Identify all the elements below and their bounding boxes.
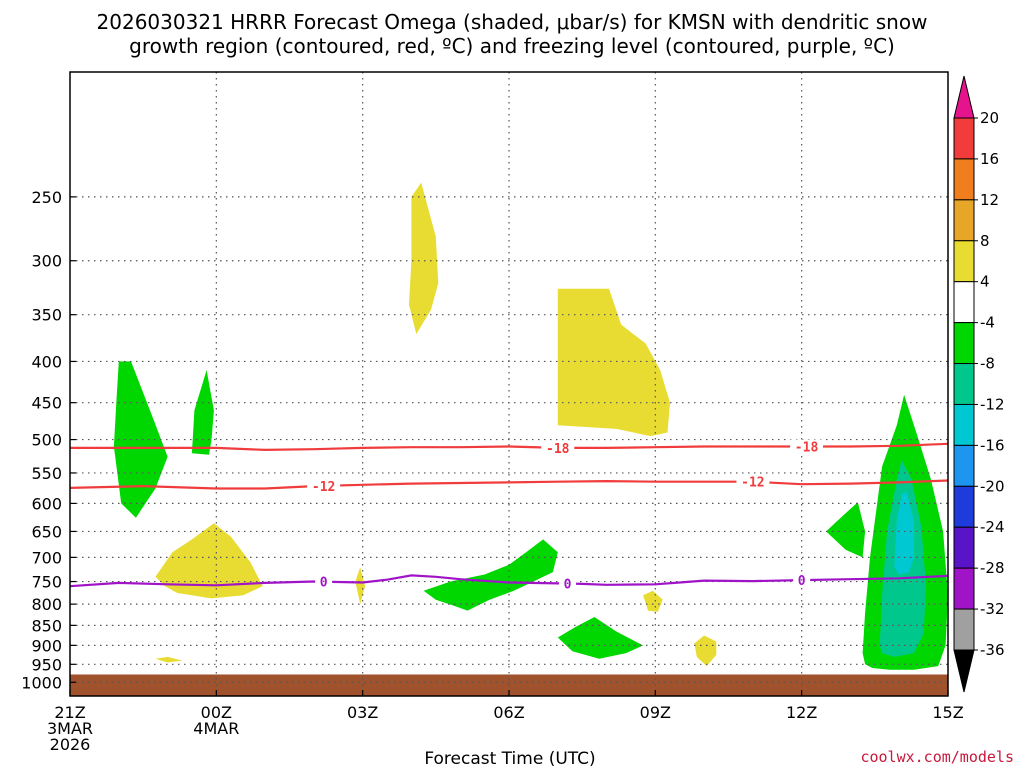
chart-title-line2: growth region (contoured, red, ºC) and f… [129, 34, 895, 58]
colorbar-bin-1 [953, 117, 975, 160]
y-tick-label-750: 750 [31, 573, 62, 592]
colorbar-label-3: 12 [980, 191, 999, 209]
omega-region-10 [423, 539, 558, 611]
contour-label-bg--12-1 [307, 478, 341, 493]
x-tick-label-1-2: 4MAR [193, 719, 239, 738]
omega-region-1 [113, 361, 168, 518]
omega-region-9 [155, 656, 183, 663]
y-tick-label-950: 950 [31, 655, 62, 674]
contour-label-bg-0-1 [315, 574, 333, 589]
omega-region-2 [191, 370, 214, 455]
colorbar-label-7: -8 [980, 355, 995, 373]
colorbar-bin-10 [953, 485, 975, 528]
omega-region-8 [694, 635, 717, 667]
contour-label-bg--18-2 [790, 439, 824, 454]
colorbar-label-1: 20 [980, 109, 999, 127]
x-tick-label-0-1: 21Z [54, 703, 85, 722]
colorbar-over-arrow [953, 75, 975, 119]
colorbar-bin-2 [953, 158, 975, 201]
omega-shading [113, 182, 948, 670]
y-tick-label-700: 700 [31, 548, 62, 567]
x-tick-label-3-1: 06Z [493, 703, 524, 722]
colorbar-label-6: -4 [980, 314, 995, 332]
y-tick-label-1000: 1000 [21, 673, 62, 692]
colorbar-bin-11 [953, 526, 975, 569]
y-tick-label-350: 350 [31, 306, 62, 325]
omega-region-15 [894, 491, 914, 575]
y-tick-label-800: 800 [31, 595, 62, 614]
colorbar-label-12: -28 [980, 559, 1005, 577]
colorbar-bin-7 [953, 363, 975, 405]
colorbar-label-4: 8 [980, 232, 990, 250]
contour-line-0 [69, 574, 949, 588]
colorbar-bin-12 [953, 567, 975, 610]
contour-label-0-3: 0 [798, 574, 806, 589]
colorbar-bin-5 [953, 281, 975, 324]
chart-title-line1: 2026030321 HRRR Forecast Omega (shaded, … [97, 10, 928, 34]
colorbar-label-11: -24 [980, 518, 1005, 536]
credit-text: coolwx.com/models [860, 748, 1014, 766]
colorbar-under-arrow [953, 649, 975, 693]
x-tick-label-4-1: 09Z [640, 703, 671, 722]
y-tick-label-450: 450 [31, 394, 62, 413]
contour-label-bg-0-2 [559, 576, 577, 591]
contour-line--12 [69, 479, 949, 490]
colorbar-bin-9 [953, 444, 975, 487]
omega-region-7 [643, 590, 663, 612]
colorbar-label-2: 16 [980, 150, 999, 168]
y-tick-label-400: 400 [31, 352, 62, 371]
colorbar-label-13: -32 [980, 600, 1005, 618]
colorbar-bin-6 [953, 322, 975, 365]
y-axis: 2503003504004505005506006507007508008509… [21, 188, 76, 692]
contour-label-bg-0-3 [793, 573, 811, 588]
colorbar-bin-3 [953, 199, 975, 242]
contour-label-bg--18-1 [541, 440, 575, 455]
colorbar-bin-13 [953, 608, 975, 651]
omega-region-3 [409, 182, 439, 335]
x-tick-label-2-1: 03Z [347, 703, 378, 722]
contour-label--12-2: -12 [741, 476, 764, 491]
x-tick-label-5-1: 12Z [786, 703, 817, 722]
y-tick-label-500: 500 [31, 431, 62, 450]
x-axis-label: Forecast Time (UTC) [424, 749, 595, 768]
contour-label-bg--12-2 [736, 474, 770, 489]
contour-label--18-1: -18 [546, 442, 570, 457]
colorbar-label-5: 4 [980, 273, 990, 291]
gridlines [70, 72, 948, 696]
y-tick-label-600: 600 [31, 494, 62, 513]
contour-label--12-1: -12 [312, 480, 335, 495]
x-tick-label-1-1: 00Z [201, 703, 232, 722]
plot-area: -18 -18 -12 -12 0 0 0 [69, 71, 949, 697]
y-tick-label-250: 250 [31, 188, 62, 207]
omega-region-11 [557, 617, 644, 659]
x-tick-label-0-3: 2026 [50, 735, 91, 754]
colorbar-bin-8 [953, 403, 975, 446]
omega-region-4 [557, 288, 670, 437]
colorbar-label-9: -16 [980, 436, 1005, 454]
contour-label-0-2: 0 [564, 578, 572, 593]
omega-region-12 [826, 502, 866, 558]
colorbar: 20 16 12 8 4 -4 -8 -12 -16 -20 -24 -28 -32 -36 [953, 75, 1005, 693]
colorbar-label-8: -12 [980, 395, 1005, 413]
colorbar-label-14: -36 [980, 641, 1005, 659]
y-tick-label-850: 850 [31, 616, 62, 635]
colorbar-bin-4 [953, 240, 975, 283]
y-tick-label-300: 300 [31, 252, 62, 271]
y-tick-label-900: 900 [31, 636, 62, 655]
y-tick-label-650: 650 [31, 522, 62, 541]
colorbar-label-10: -20 [980, 477, 1005, 495]
x-tick-label-6-1: 15Z [932, 703, 963, 722]
x-tick-label-0-2: 3MAR [47, 719, 93, 738]
omega-region-5 [155, 523, 263, 599]
contour-label-0-1: 0 [320, 576, 328, 591]
temperature-contours: -18 -18 -12 -12 0 0 0 [69, 439, 949, 593]
y-tick-label-550: 550 [31, 464, 62, 483]
contour-label--18-2: -18 [795, 441, 819, 456]
